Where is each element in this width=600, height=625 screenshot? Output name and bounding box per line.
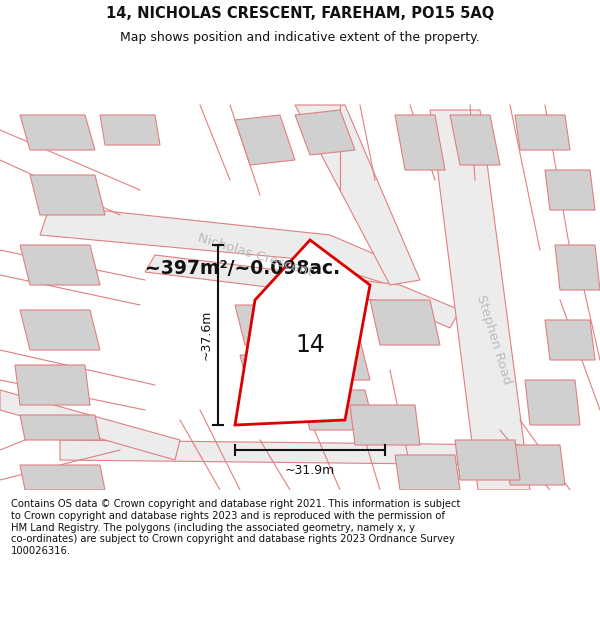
Polygon shape — [20, 115, 95, 150]
Polygon shape — [235, 115, 295, 165]
Polygon shape — [455, 440, 520, 480]
Polygon shape — [430, 110, 530, 490]
Polygon shape — [15, 365, 90, 405]
Text: ~31.9m: ~31.9m — [285, 464, 335, 476]
Polygon shape — [395, 115, 445, 170]
Polygon shape — [60, 440, 520, 465]
Polygon shape — [515, 115, 570, 150]
Text: 14, NICHOLAS CRESCENT, FAREHAM, PO15 5AQ: 14, NICHOLAS CRESCENT, FAREHAM, PO15 5AQ — [106, 6, 494, 21]
Polygon shape — [300, 390, 375, 430]
Polygon shape — [235, 305, 300, 345]
Text: ~37.6m: ~37.6m — [199, 310, 212, 360]
Polygon shape — [145, 255, 460, 328]
Polygon shape — [240, 355, 305, 395]
Polygon shape — [545, 170, 595, 210]
Text: Map shows position and indicative extent of the property.: Map shows position and indicative extent… — [120, 31, 480, 44]
Polygon shape — [545, 320, 595, 360]
Polygon shape — [20, 310, 100, 350]
Polygon shape — [0, 390, 180, 460]
Polygon shape — [525, 380, 580, 425]
Polygon shape — [450, 115, 500, 165]
Text: 14: 14 — [295, 333, 325, 357]
Polygon shape — [295, 105, 420, 285]
Polygon shape — [20, 245, 100, 285]
Polygon shape — [295, 340, 370, 380]
Text: Contains OS data © Crown copyright and database right 2021. This information is : Contains OS data © Crown copyright and d… — [11, 499, 460, 556]
Polygon shape — [20, 415, 100, 440]
Polygon shape — [555, 245, 600, 290]
Text: Stephen Road: Stephen Road — [474, 294, 514, 386]
Polygon shape — [20, 465, 105, 490]
Polygon shape — [235, 240, 370, 425]
Polygon shape — [30, 175, 105, 215]
Polygon shape — [505, 445, 565, 485]
Text: ~397m²/~0.098ac.: ~397m²/~0.098ac. — [145, 259, 340, 278]
Polygon shape — [295, 110, 355, 155]
Polygon shape — [395, 455, 460, 490]
Polygon shape — [100, 115, 160, 145]
Text: Nicholas Crescent: Nicholas Crescent — [196, 231, 314, 279]
Polygon shape — [40, 205, 400, 285]
Polygon shape — [370, 300, 440, 345]
Polygon shape — [350, 405, 420, 445]
